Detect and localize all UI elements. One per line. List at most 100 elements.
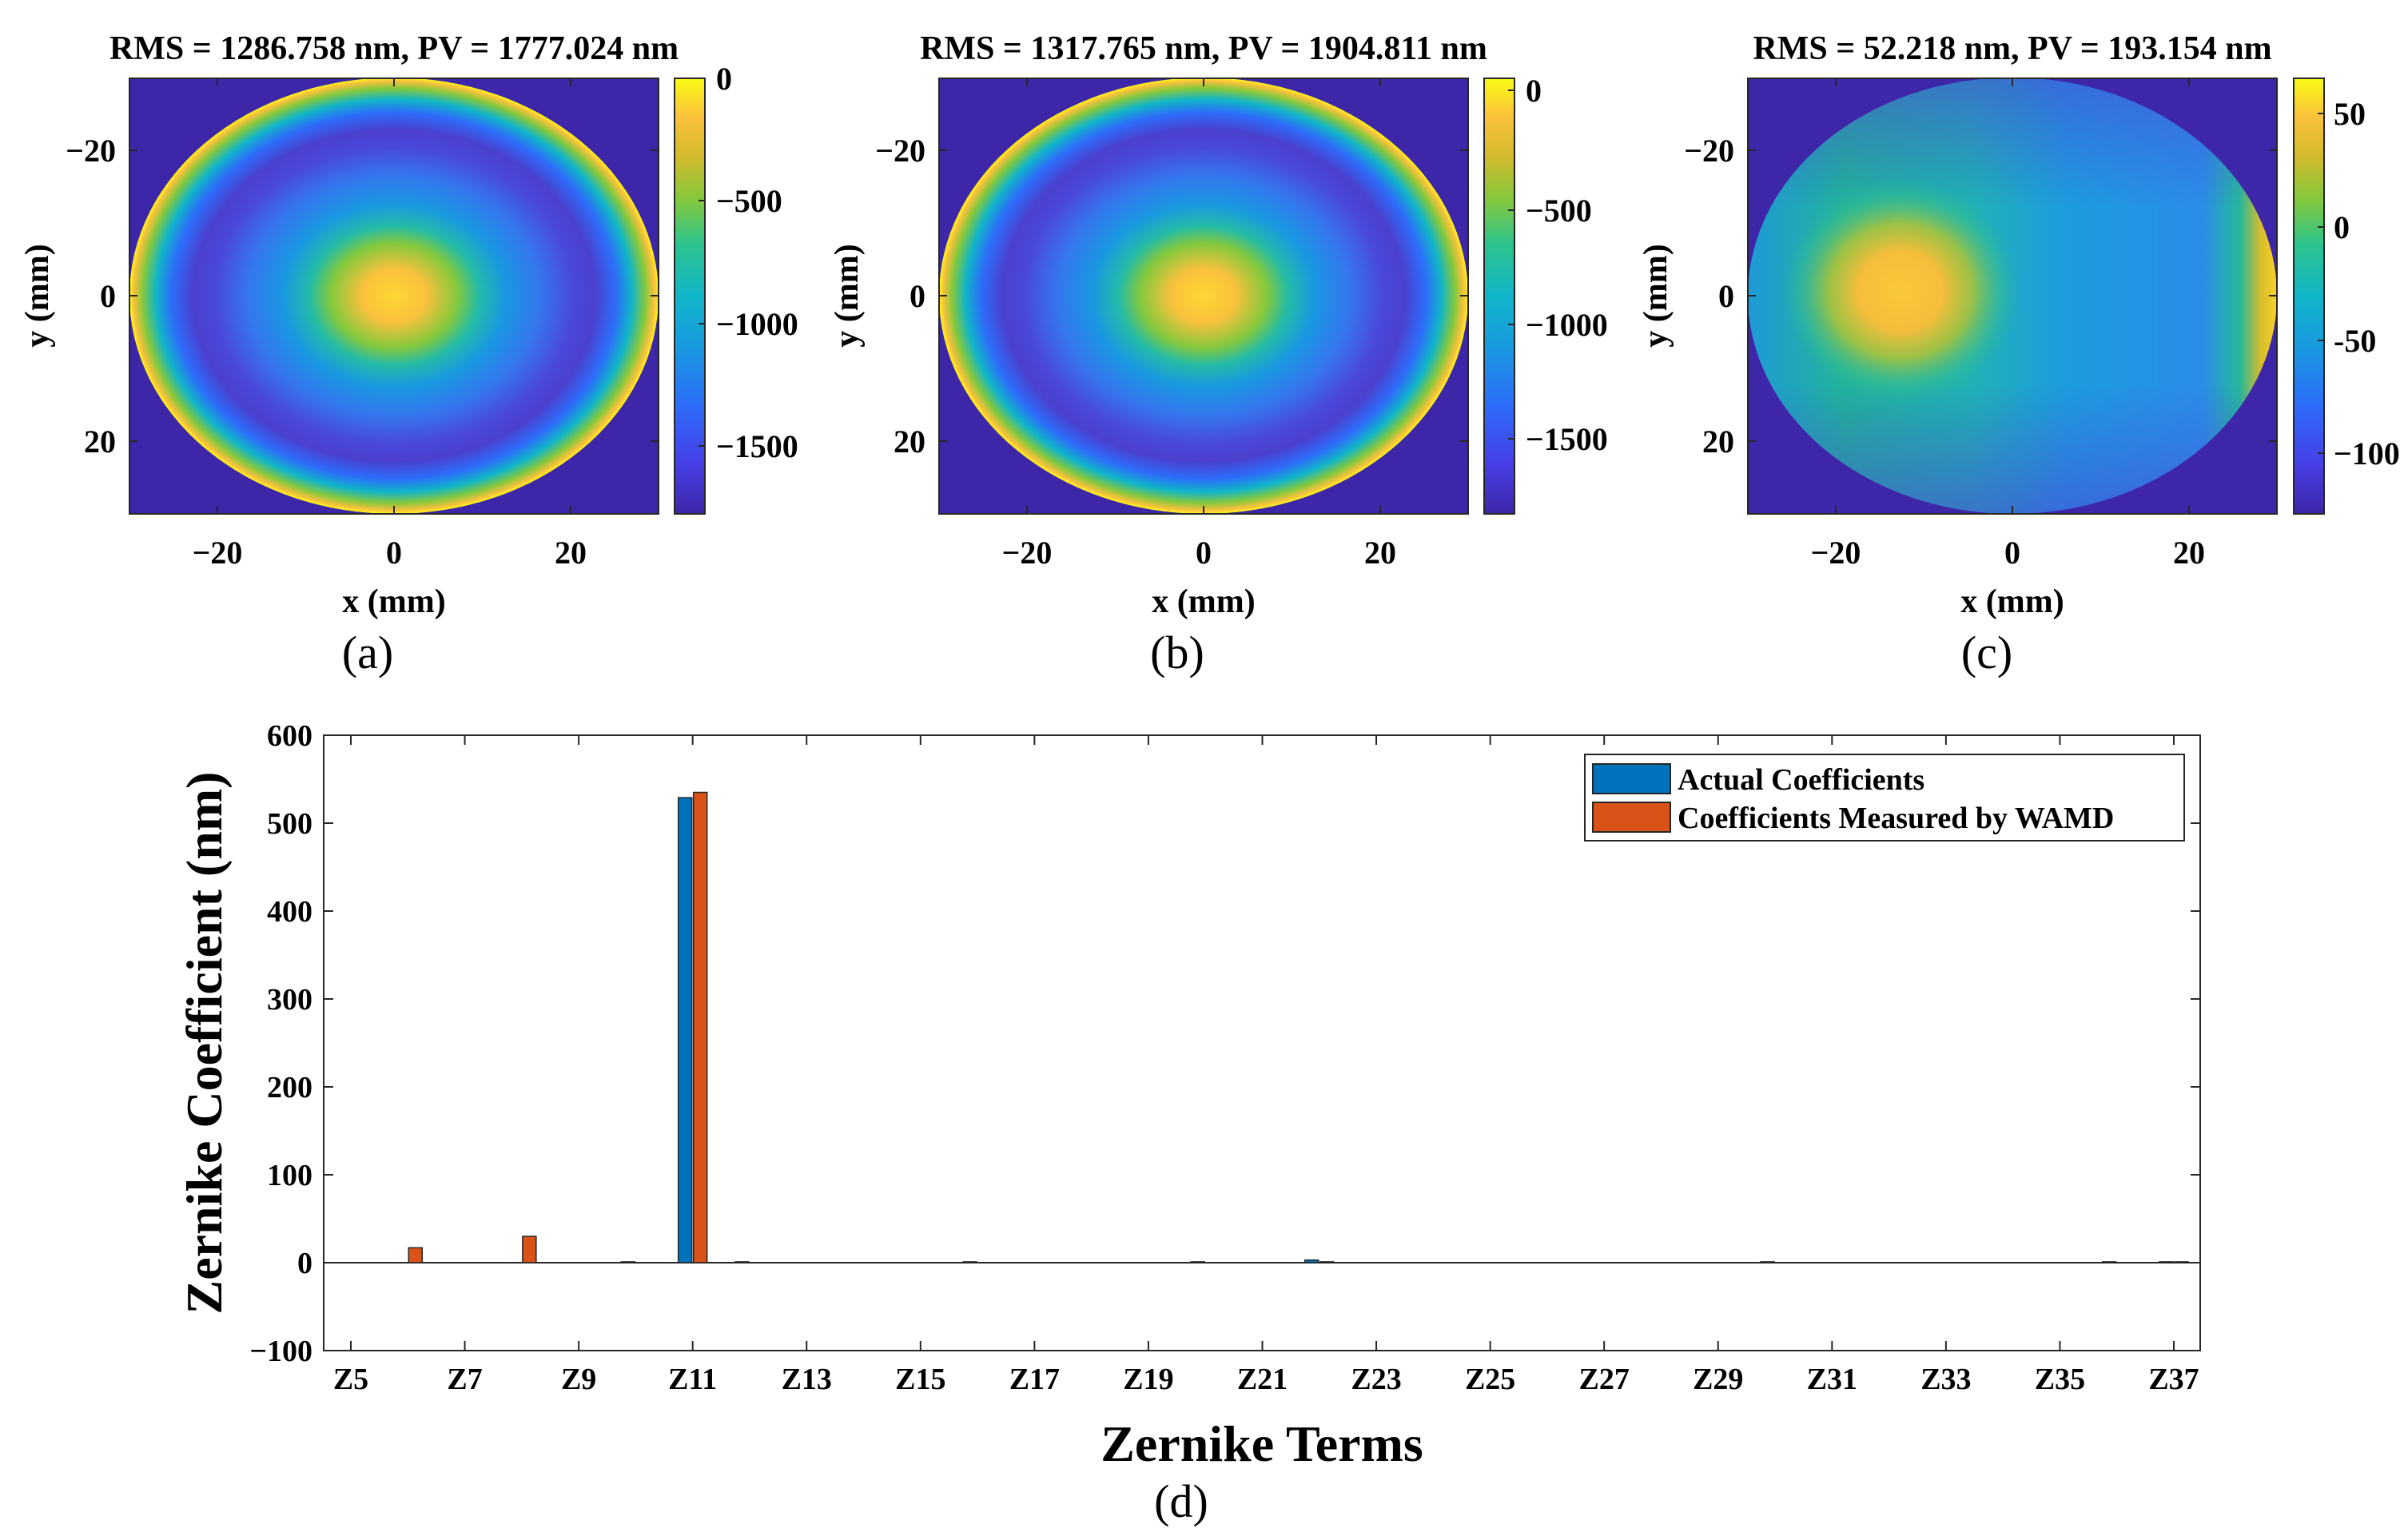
x-tick-label: Z15 [895, 1363, 945, 1396]
bar-actual [734, 1261, 750, 1263]
bar-actual [620, 1261, 636, 1263]
panel-c-colorbar-label: 50 [2334, 96, 2366, 132]
x-tick-label: Z37 [2148, 1363, 2199, 1396]
panel-a-xtick: 20 [555, 535, 587, 571]
bar-chart-legend: Actual Coefficients Coefficients Measure… [1584, 754, 2185, 842]
panel-c-ytick: 20 [1702, 424, 1734, 460]
panel-a-ylabel: y (mm) [19, 244, 56, 347]
x-tick-label: Z25 [1465, 1363, 1515, 1396]
panel-b-colorbar [1483, 78, 1515, 515]
panel-a-ytick: 0 [100, 278, 116, 314]
x-tick-label: Z29 [1693, 1363, 1743, 1396]
bar-actual [677, 797, 693, 1263]
y-tick-label: 100 [267, 1159, 312, 1192]
heatmap-panel-b: RMS = 1317.765 nm, PV = 1904.811 nm −20 … [829, 30, 1608, 678]
y-tick-label: 300 [267, 983, 312, 1017]
panel-b-ylabel: y (mm) [829, 244, 866, 347]
bar-measured [1319, 1261, 1335, 1263]
panel-a-colorbar-label: −1000 [716, 306, 798, 342]
panel-a-title: RMS = 1286.758 nm, PV = 1777.024 nm [109, 30, 679, 67]
heatmap-panel-a: RMS = 1286.758 nm, PV = 1777.024 nm −20 … [19, 30, 798, 678]
panel-a-xtick: 0 [386, 535, 402, 571]
panel-b-title: RMS = 1317.765 nm, PV = 1904.811 nm [920, 30, 1487, 67]
panel-c-ytick: 0 [1718, 278, 1734, 314]
panel-c-title: RMS = 52.218 nm, PV = 193.154 nm [1753, 30, 2271, 67]
panel-c-xtick: −20 [1811, 535, 1861, 571]
panel-a-colorbar-ticks [699, 78, 705, 447]
panel-c-ytick: −20 [1684, 133, 1734, 169]
x-tick-label: Z27 [1579, 1363, 1630, 1396]
x-tick-label: Z11 [668, 1363, 717, 1396]
x-tick-label: Z21 [1237, 1363, 1288, 1396]
panel-a-colorbar-label: 0 [716, 61, 732, 97]
bar-measured [408, 1247, 424, 1263]
panel-c-colorbar [2293, 78, 2325, 515]
panel-b-xlabel: x (mm) [1152, 583, 1255, 620]
panel-c-colorbar-ticks [2318, 113, 2324, 454]
legend-swatch-actual [1592, 763, 1671, 794]
panel-b-colorbar-ticks [1508, 90, 1514, 440]
bar-chart-x-axis: Z5 Z7 Z9 Z11 Z13 Z15 Z17 Z19 Z21 Z23 Z25 Z27 Z29 Z31 Z… [333, 735, 2199, 1396]
legend-swatch-measured [1592, 802, 1671, 833]
panel-a-ticks [129, 78, 659, 514]
panel-a-colorbar-label: −500 [716, 183, 782, 219]
panel-a-xtick: −20 [193, 535, 243, 571]
x-tick-label: Z31 [1807, 1363, 1857, 1396]
panel-a-xlabel: x (mm) [342, 583, 445, 620]
panel-a-aperture-map [129, 78, 659, 514]
legend-box [1584, 754, 2185, 842]
bar-chart-bars [408, 791, 2189, 1263]
bar-actual [1304, 1259, 1319, 1263]
panel-a-ytick: 20 [84, 424, 116, 460]
y-tick-label: 600 [267, 719, 312, 753]
bar-actual [962, 1261, 977, 1263]
legend-label-actual: Actual Coefficients [1678, 763, 1924, 797]
bar-actual [2101, 1261, 2117, 1263]
y-tick-label: 200 [267, 1071, 312, 1104]
panel-c-colorbar-label: -50 [2334, 323, 2376, 359]
panel-b-ytick: 0 [909, 278, 925, 314]
bar-chart-plot-frame [323, 734, 2201, 1351]
panel-b-colorbar-label: −1000 [1526, 307, 1608, 343]
panel-c-ticks [1748, 78, 2277, 514]
y-tick-label: 500 [267, 807, 312, 841]
heatmap-panel-c: RMS = 52.218 nm, PV = 193.154 nm −20 0 2… [1638, 30, 2400, 678]
bar-measured [2174, 1261, 2189, 1263]
bar-actual [2159, 1261, 2174, 1263]
bar-chart-y-axis: −100 0 100 200 300 400 500 600 [249, 719, 2200, 1368]
panel-a-label: (a) [342, 627, 393, 678]
x-tick-label: Z7 [447, 1363, 482, 1396]
bar-chart-ylabel: Zernike Coefficient (nm) [176, 772, 233, 1315]
panel-b-label: (b) [1150, 627, 1204, 678]
panel-a-colorbar-label: −1500 [716, 428, 798, 464]
bar-measured [692, 791, 708, 1263]
bar-actual [1190, 1261, 1205, 1263]
panel-a-ytick: −20 [66, 133, 116, 169]
y-tick-label: 400 [267, 895, 312, 929]
x-tick-label: Z35 [2035, 1363, 2085, 1396]
panel-c-xtick: 20 [2173, 535, 2205, 571]
panel-b-ytick: 20 [894, 424, 925, 460]
y-tick-label: −100 [249, 1335, 312, 1368]
panel-b-colorbar-label: −500 [1526, 193, 1592, 229]
panel-b-aperture-map [939, 78, 1468, 514]
x-tick-label: Z5 [333, 1363, 368, 1396]
panel-a-colorbar [674, 78, 706, 515]
bar-measured [522, 1236, 537, 1263]
bar-actual [1760, 1261, 1775, 1263]
x-tick-label: Z19 [1123, 1363, 1173, 1396]
x-tick-label: Z33 [1920, 1363, 1971, 1396]
panel-c-label: (c) [1961, 627, 2012, 678]
panel-b-xtick: 0 [1196, 535, 1212, 571]
panel-b-xtick: 20 [1364, 535, 1396, 571]
panel-b-colorbar-label: 0 [1526, 73, 1542, 109]
x-tick-label: Z13 [782, 1363, 832, 1396]
panel-c-colorbar-label: 0 [2334, 209, 2350, 245]
y-tick-label: 0 [297, 1247, 312, 1280]
panel-d-label: (d) [1154, 1475, 1208, 1527]
panel-c-xlabel: x (mm) [1960, 583, 2064, 620]
panel-c-residual-spot [1781, 179, 2020, 403]
panel-c-ylabel: y (mm) [1638, 244, 1674, 347]
